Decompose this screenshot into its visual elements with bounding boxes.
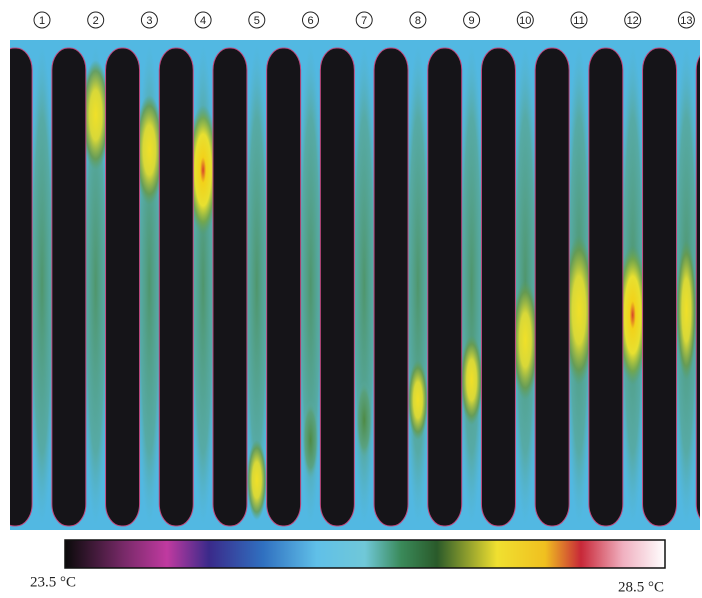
hot-spot (302, 400, 319, 480)
column-label: 2 (93, 15, 99, 27)
column-label: 1 (39, 15, 45, 27)
hot-spot (356, 380, 373, 460)
scale-max-label: 28.5 °C (618, 579, 664, 595)
hot-spot (617, 245, 648, 385)
dark-bar (158, 47, 194, 527)
label-circle (140, 11, 158, 29)
label-circle (409, 11, 427, 29)
dark-bar (10, 47, 33, 527)
label-circle (87, 11, 105, 29)
hot-spot (188, 105, 219, 235)
column-label: 5 (254, 15, 260, 27)
column-label: 10 (519, 15, 531, 27)
label-circle (677, 11, 695, 29)
hot-spot (512, 280, 539, 400)
label-circle (302, 11, 319, 29)
column-label: 11 (573, 15, 584, 27)
column-label: 4 (200, 15, 206, 27)
dark-bar (51, 47, 87, 527)
hot-spot (246, 440, 267, 520)
dark-bar (105, 47, 141, 527)
scale-min-label: 23.5 °C (30, 574, 76, 590)
dark-bar (480, 47, 516, 527)
strip-glow (29, 45, 55, 525)
dark-bar (642, 47, 678, 527)
thermal-image (10, 40, 700, 530)
label-circle (194, 11, 212, 29)
label-circle (355, 11, 373, 29)
dark-bar (373, 47, 409, 527)
column-label: 3 (146, 15, 152, 27)
color-scale (64, 539, 666, 569)
strip-glow (297, 45, 324, 525)
strip-glow (82, 45, 109, 525)
hot-spot (460, 335, 483, 425)
hot-spot (676, 240, 697, 380)
dark-bar (212, 47, 248, 527)
dark-bar (427, 47, 463, 527)
hot-spot (564, 235, 594, 385)
strip-glow (243, 45, 270, 525)
dark-bar (319, 47, 355, 527)
hot-spot (81, 60, 110, 170)
column-labels: 1 2 3 4 5 6 7 8 9 10 11 12 13 (33, 11, 695, 29)
label-circle (624, 11, 642, 29)
dark-bar (266, 47, 302, 527)
hot-spot (135, 95, 164, 205)
hot-spot (407, 360, 428, 440)
column-label: 13 (680, 15, 692, 27)
dark-bar (695, 54, 700, 520)
dark-bar (588, 47, 624, 527)
label-circle (570, 11, 588, 29)
column-label: 8 (415, 15, 421, 27)
dark-bar (534, 47, 570, 527)
strip-glow (404, 45, 431, 525)
strip-glow (458, 45, 485, 525)
label-circle (248, 11, 266, 29)
label-circle (516, 11, 534, 29)
column-label: 9 (469, 15, 475, 27)
label-circle (33, 11, 51, 29)
column-label: 12 (627, 15, 639, 27)
column-label: 6 (307, 15, 313, 27)
column-label: 7 (361, 15, 367, 27)
label-circle (463, 11, 481, 29)
